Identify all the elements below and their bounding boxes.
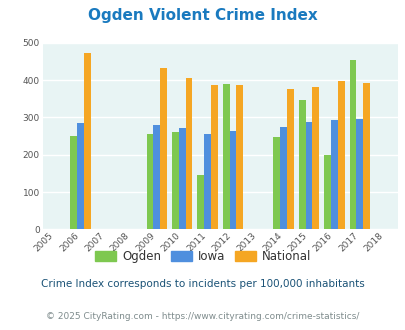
Bar <box>337 81 344 229</box>
Bar <box>178 128 185 229</box>
Bar <box>312 86 319 229</box>
Bar <box>273 137 279 229</box>
Bar <box>279 127 286 229</box>
Bar <box>349 60 356 229</box>
Bar <box>362 83 369 229</box>
Bar <box>171 132 178 229</box>
Bar <box>153 124 160 229</box>
Legend: Ogden, Iowa, National: Ogden, Iowa, National <box>90 245 315 268</box>
Bar <box>185 78 192 229</box>
Bar <box>160 68 167 229</box>
Text: © 2025 CityRating.com - https://www.cityrating.com/crime-statistics/: © 2025 CityRating.com - https://www.city… <box>46 312 359 321</box>
Bar <box>323 155 330 229</box>
Bar <box>356 119 362 229</box>
Bar <box>197 175 204 229</box>
Text: Ogden Violent Crime Index: Ogden Violent Crime Index <box>88 8 317 23</box>
Bar <box>204 134 211 229</box>
Bar <box>286 89 293 229</box>
Bar <box>298 100 305 229</box>
Bar <box>305 121 312 229</box>
Bar <box>70 136 77 229</box>
Bar <box>222 84 229 229</box>
Bar <box>229 131 236 229</box>
Bar <box>84 53 91 229</box>
Bar <box>146 134 153 229</box>
Bar <box>330 120 337 229</box>
Bar <box>236 85 243 229</box>
Bar <box>211 85 217 229</box>
Text: Crime Index corresponds to incidents per 100,000 inhabitants: Crime Index corresponds to incidents per… <box>41 279 364 289</box>
Bar <box>77 123 84 229</box>
